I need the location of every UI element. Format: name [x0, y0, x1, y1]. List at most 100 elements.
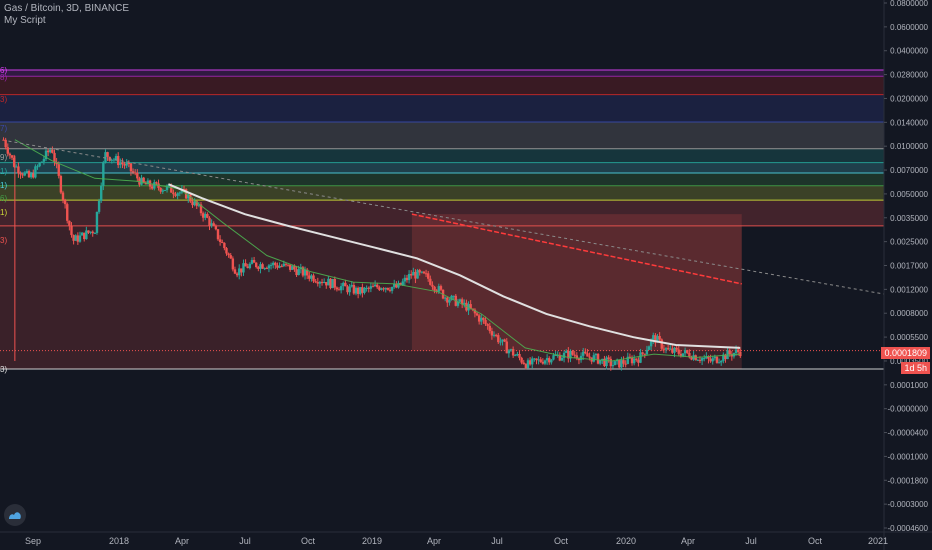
candle-up [720, 360, 723, 363]
candle-up [681, 353, 685, 357]
candle-up [531, 358, 534, 365]
candle-down [305, 269, 309, 276]
candle-down [469, 304, 472, 309]
candle-down [70, 225, 73, 236]
candle-up [146, 180, 150, 185]
candle-up [327, 278, 330, 286]
time-axis: Sep 2018 Apr Jul Oct 2019 Apr Jul Oct 2020 Apr Jul O… [0, 531, 932, 546]
candle-down [707, 356, 710, 359]
candle-up [649, 339, 653, 347]
candle-down [123, 163, 126, 166]
candle-down [144, 182, 147, 185]
candle-down [66, 204, 69, 221]
countdown-value: 1d 5h [904, 363, 927, 373]
candle-up [40, 161, 43, 163]
candle-up [204, 214, 207, 218]
candle-up [248, 263, 252, 269]
candle-down [4, 139, 7, 148]
candle-down [51, 149, 54, 153]
candle-up [397, 282, 400, 288]
candle-up [601, 358, 604, 360]
candle-up [456, 301, 460, 306]
candle-up [363, 287, 366, 293]
candle-down [658, 336, 661, 340]
candle-down [61, 192, 65, 200]
candle-up [339, 286, 343, 291]
left-edge-labels: 6)8)3)7)9)1)1)6)1)3)3) [0, 66, 7, 374]
candle-down [155, 182, 158, 184]
time-tick-label: Apr [175, 536, 189, 546]
candle-up [656, 336, 659, 343]
candle-down [494, 334, 498, 336]
ma-long-line [168, 183, 741, 349]
candle-down [344, 282, 347, 287]
candle-down [129, 163, 133, 172]
tradingview-logo-icon[interactable] [4, 504, 26, 526]
candle-up [163, 190, 167, 192]
candle-down [172, 192, 175, 195]
candle-up [669, 348, 672, 350]
candle-up [250, 260, 254, 264]
price-tick-label: -0.0001800 [888, 476, 929, 485]
candle-up [632, 358, 636, 364]
candle-up [25, 171, 29, 173]
candle-down [150, 186, 154, 189]
price-tick-label: 0.0280000 [890, 71, 928, 80]
candle-down [433, 286, 436, 291]
candle-down [225, 248, 228, 254]
price-tick-label: -0.0004600 [888, 524, 929, 533]
candle-down [121, 162, 124, 164]
candle-up [713, 356, 717, 359]
candle-down [255, 262, 258, 268]
current-price-value: 0.0001809 [884, 348, 927, 358]
candle-down [414, 271, 417, 279]
script-name: My Script [4, 15, 46, 26]
candle-down [223, 242, 226, 249]
candle-up [161, 190, 164, 192]
candle-up [613, 361, 617, 366]
candle-down [371, 286, 375, 288]
candle-down [730, 354, 734, 357]
candle-down [671, 348, 674, 353]
candle-down [431, 284, 434, 287]
candle-up [626, 356, 629, 364]
candle-up [125, 163, 128, 166]
candle-up [611, 365, 615, 367]
level-label: 7) [0, 124, 7, 133]
candle-down [522, 362, 525, 365]
price-tick-label: 0.0800000 [890, 0, 928, 8]
candle-down [737, 349, 740, 352]
candle-down [399, 282, 402, 286]
candle-up [450, 295, 453, 301]
candle-up [193, 201, 196, 206]
candle-down [352, 285, 356, 294]
candle-down [221, 241, 224, 243]
candle-down [32, 173, 35, 178]
candle-down [418, 270, 421, 273]
candle-up [458, 299, 462, 302]
candle-up [560, 357, 564, 361]
level-label: 1) [0, 208, 7, 217]
price-tick-label: -0.0000400 [888, 429, 929, 438]
candle-down [410, 274, 413, 276]
candle-down [335, 287, 339, 290]
candle-down [274, 262, 277, 266]
candle-up [318, 281, 322, 284]
level-label: 6) [0, 66, 7, 75]
candle-down [662, 348, 666, 350]
candle-down [159, 187, 162, 192]
candle-down [240, 268, 243, 273]
candle-down [314, 281, 317, 283]
candle-down [17, 166, 20, 174]
candle-down [201, 213, 205, 218]
countdown-tag: 1d 5h [901, 362, 930, 374]
candle-down [575, 355, 579, 359]
red-trendline [411, 213, 742, 285]
candle-down [244, 263, 247, 267]
candle-up [380, 288, 383, 290]
candle-down [2, 139, 5, 141]
time-tick-label: Jul [239, 536, 251, 546]
candle-up [95, 211, 99, 233]
candle-down [482, 317, 485, 320]
